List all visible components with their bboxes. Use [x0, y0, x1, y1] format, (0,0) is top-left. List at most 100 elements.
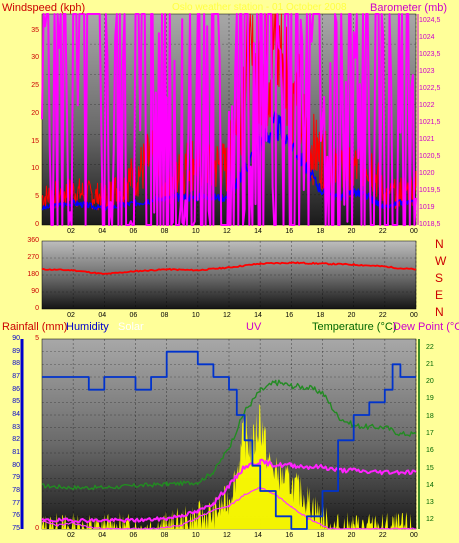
barometer-tick: 1021 [419, 135, 435, 143]
barometer-tick: 1021,5 [419, 118, 441, 126]
barometer-tick: 1019,5 [419, 186, 441, 194]
compass-letter: S [435, 271, 444, 285]
time-tick: 06 [129, 312, 138, 319]
humidity-tick: 81 [12, 449, 20, 456]
time-tick: 12 [223, 228, 231, 235]
uv-series-line [41, 485, 416, 530]
barometer-tick: 1022,5 [419, 84, 441, 92]
solar-area [42, 403, 416, 529]
humidity-tick: 89 [12, 347, 20, 355]
direction-tick: 0 [35, 305, 39, 312]
time-tick: 16 [285, 228, 294, 235]
direction-tick: 360 [27, 237, 39, 244]
barometer-tick: 1022 [419, 101, 435, 109]
time-tick: 04 [98, 312, 107, 319]
windspeed-tick: 15 [31, 137, 39, 145]
barometer-tick: 1020 [419, 169, 435, 177]
time-tick: 20 [347, 312, 356, 319]
time-tick: 18 [316, 312, 325, 319]
time-tick: 04 [98, 532, 107, 539]
uv-legend-label: UV [246, 321, 262, 333]
time-tick: 22 [378, 312, 387, 319]
windspeed-axis-label: Windspeed (kph) [2, 2, 86, 14]
humidity-series-line [42, 350, 416, 530]
temperature-tick: 12 [426, 516, 434, 524]
time-tick: 18 [316, 228, 325, 235]
temperature-legend-label: Temperature (°C) [312, 321, 397, 333]
chart-title: Oslo weather station - 01 October 2008 [172, 2, 347, 13]
temperature-series-line [42, 379, 417, 491]
humidity-tick: 84 [12, 411, 20, 418]
temperature-tick: 13 [426, 499, 434, 507]
time-tick: 12 [223, 312, 231, 319]
time-tick: 10 [191, 532, 200, 539]
compass-letter: W [435, 254, 447, 268]
time-tick: 08 [160, 532, 169, 539]
humidity-tick: 85 [12, 398, 20, 406]
windspeed-tick: 30 [31, 54, 39, 62]
time-tick: 00 [410, 312, 418, 319]
windspeed-tick: 20 [31, 109, 39, 117]
humidity-tick: 75 [12, 525, 20, 532]
windspeed-tick: 0 [35, 221, 39, 228]
humidity-legend-label: Humidity [66, 321, 109, 333]
time-tick: 08 [160, 312, 169, 319]
dewpoint-series-line [41, 458, 417, 524]
rain-tick: 5 [35, 335, 39, 342]
humidity-tick: 87 [12, 373, 20, 380]
time-tick: 14 [254, 312, 262, 319]
humidity-tick: 76 [12, 512, 20, 520]
time-tick: 04 [98, 228, 107, 235]
compass-letter: N [435, 305, 444, 319]
barometer-tick: 1024,5 [419, 16, 441, 24]
rain-tick: 0 [35, 525, 39, 532]
time-tick: 02 [67, 532, 75, 539]
time-tick: 06 [129, 532, 138, 539]
time-tick: 20 [347, 228, 356, 235]
time-tick: 02 [67, 228, 75, 235]
temperature-tick: 22 [426, 343, 434, 351]
time-tick: 00 [410, 532, 418, 539]
time-tick: 18 [316, 532, 325, 539]
humidity-tick: 79 [12, 474, 20, 482]
barometer-axis-label: Barometer (mb) [370, 2, 448, 14]
barometer-tick: 1023 [419, 67, 435, 75]
temperature-tick: 18 [426, 412, 434, 420]
temperature-tick: 19 [426, 395, 434, 403]
rainfall-axis-label: Rainfall (mm) [2, 321, 68, 333]
temperature-tick: 17 [426, 430, 434, 437]
time-tick: 00 [410, 228, 418, 235]
time-tick: 06 [129, 228, 138, 235]
compass-letter: N [435, 237, 444, 251]
temperature-tick: 21 [426, 360, 434, 368]
time-tick: 02 [67, 312, 75, 319]
time-tick: 20 [347, 532, 356, 539]
compass-letter: E [435, 288, 444, 302]
humidity-tick: 83 [12, 423, 20, 431]
humidity-tick: 77 [12, 499, 20, 507]
barometer-series-line [41, 13, 417, 226]
windspeed-tick: 5 [35, 193, 39, 201]
time-tick: 12 [223, 532, 231, 539]
solar-legend-label: Solar [118, 321, 144, 333]
time-tick: 08 [160, 228, 169, 235]
time-tick: 14 [254, 532, 262, 539]
humidity-tick: 86 [12, 385, 20, 393]
direction-tick: 180 [27, 271, 39, 278]
direction-tick: 90 [31, 288, 39, 295]
humidity-tick: 80 [12, 461, 20, 469]
humidity-tick: 90 [12, 335, 20, 342]
barometer-tick: 1018,5 [419, 221, 441, 228]
barometer-tick: 1019 [419, 203, 435, 211]
barometer-tick: 1020,5 [419, 152, 441, 160]
temperature-tick: 20 [426, 378, 434, 386]
humidity-tick: 82 [12, 436, 20, 444]
time-tick: 22 [378, 532, 387, 539]
barometer-tick: 1023,5 [419, 50, 441, 58]
time-tick: 14 [254, 228, 262, 235]
temperature-tick: 15 [426, 464, 434, 472]
temperature-tick: 16 [426, 447, 434, 455]
wind-direction-series-line [41, 261, 417, 275]
windspeed-tick: 25 [31, 82, 39, 90]
